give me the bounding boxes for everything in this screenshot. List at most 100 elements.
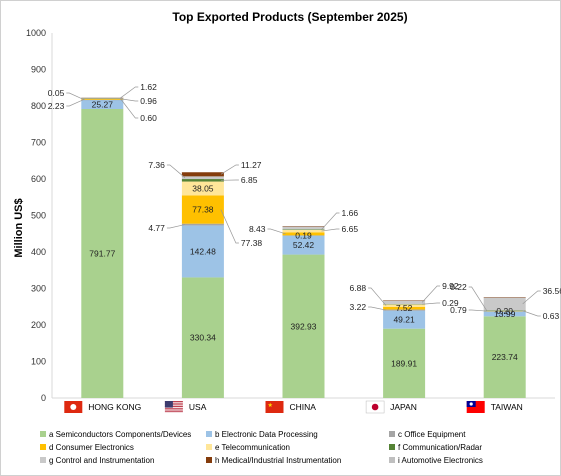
bar-segment [383, 306, 426, 310]
data-label: 7.36 [148, 160, 165, 170]
legend-swatch [389, 444, 395, 450]
data-label-leader [368, 287, 387, 306]
data-label-leader [468, 286, 487, 311]
data-label: 392.93 [291, 321, 317, 331]
y-tick-label: 1000 [26, 28, 46, 38]
data-label: 791.77 [89, 249, 115, 259]
legend-swatch [40, 431, 46, 437]
data-label-leader [120, 86, 139, 99]
y-tick-label: 800 [31, 101, 46, 111]
data-label: 223.74 [492, 352, 518, 362]
taiwan-flag-icon [466, 401, 485, 413]
bar-segment [81, 98, 124, 100]
data-labels-group: 791.77 25.27 330.34 142.48 392.93 52.42 189.91… [48, 82, 561, 368]
data-label-leader [66, 99, 85, 107]
data-label: 6.85 [241, 175, 258, 185]
legend-label: e Telecommunication [215, 443, 290, 452]
bar-segment [383, 328, 426, 398]
data-label-leader [468, 309, 487, 312]
legend-label: d Consumer Electronics [49, 443, 134, 452]
legend: a Semiconductors Components/Devices b Ele… [40, 430, 483, 465]
bar-segment [282, 235, 325, 255]
legend-swatch [206, 457, 212, 463]
data-label-leader [220, 209, 239, 244]
legend-label: i Automotive Electronics [398, 456, 483, 465]
data-label: 189.91 [391, 358, 417, 368]
data-label: 7.52 [396, 303, 413, 313]
data-label: 49.21 [393, 315, 415, 325]
legend-item: h Medical/Industrial Instrumentation [206, 456, 341, 465]
data-label: 0.63 [543, 311, 560, 321]
bar-segment [181, 181, 224, 196]
data-label-leader [522, 310, 541, 317]
bar-segment [483, 316, 526, 398]
data-label-leader [321, 228, 340, 232]
legend-swatch [389, 431, 395, 437]
data-label-leader [220, 164, 239, 175]
legend-swatch [40, 457, 46, 463]
data-label: 0.19 [295, 230, 312, 240]
bar-segment [181, 223, 224, 226]
data-label: 3.22 [350, 302, 367, 312]
bar-segment [282, 229, 325, 230]
legend-item: a Semiconductors Components/Devices [40, 430, 191, 439]
data-label: 2.23 [48, 101, 65, 111]
bar-segment [383, 309, 426, 311]
data-label: 77.38 [241, 238, 263, 248]
data-label-leader [120, 98, 139, 102]
data-label-leader [321, 212, 340, 230]
legend-item: d Consumer Electronics [40, 443, 134, 452]
data-label-leader [421, 285, 441, 303]
y-tick-label: 900 [31, 65, 46, 75]
data-label: 0.96 [140, 96, 157, 106]
legend-label: g Control and Instrumentation [49, 456, 154, 465]
legend-label: h Medical/Industrial Instrumentation [215, 456, 341, 465]
legend-swatch [206, 444, 212, 450]
data-label: 52.42 [293, 240, 315, 250]
data-label-leader [267, 228, 286, 235]
bar-segment [383, 310, 426, 329]
y-tick-label: 600 [31, 174, 46, 184]
data-label: 330.34 [190, 333, 216, 343]
data-label-leader [120, 98, 139, 119]
data-label: 36.56 [543, 286, 561, 296]
data-label-leader [66, 92, 85, 101]
bar-segment [81, 99, 124, 110]
bar-segment [483, 297, 526, 311]
legend-swatch [40, 444, 46, 450]
data-label-leader [422, 302, 441, 305]
legend-item: c Office Equipment [389, 430, 466, 439]
data-label: 4.77 [148, 223, 165, 233]
data-label: 25.27 [92, 99, 114, 109]
y-tick-label: 100 [31, 357, 46, 367]
data-label: 8.43 [249, 224, 266, 234]
data-label: 1.62 [140, 82, 157, 92]
y-tick-label: 0 [41, 393, 46, 403]
category-label: USA [189, 402, 207, 412]
legend-item: f Communication/Radar [389, 443, 482, 452]
china-flag-icon: ★ [265, 401, 284, 413]
data-label: 13.99 [494, 309, 516, 319]
data-label: 6.88 [350, 283, 367, 293]
data-label: 0.20 [496, 306, 513, 316]
category-label: CHINA [290, 402, 317, 412]
svg-text:★: ★ [268, 402, 273, 409]
data-label: 142.48 [190, 246, 216, 256]
legend-label: a Semiconductors Components/Devices [49, 430, 191, 439]
bar-segment [181, 179, 224, 182]
usa-flag-icon [164, 401, 183, 413]
legend-item: i Automotive Electronics [389, 456, 483, 465]
legend-swatch [206, 431, 212, 437]
hong-kong-flag-icon [64, 401, 83, 413]
legend-item: e Telecommunication [206, 443, 290, 452]
data-label: 0.29 [442, 298, 459, 308]
legend-swatch [389, 457, 395, 463]
bar-segment [383, 300, 426, 305]
legend-item: g Control and Instrumentation [40, 456, 154, 465]
data-label: 0.79 [450, 305, 467, 315]
bars-group [81, 97, 526, 398]
data-label: 0.05 [48, 88, 65, 98]
y-tick-label: 200 [31, 320, 46, 330]
bar-segment [282, 226, 325, 230]
data-label: 9.92 [442, 281, 459, 291]
